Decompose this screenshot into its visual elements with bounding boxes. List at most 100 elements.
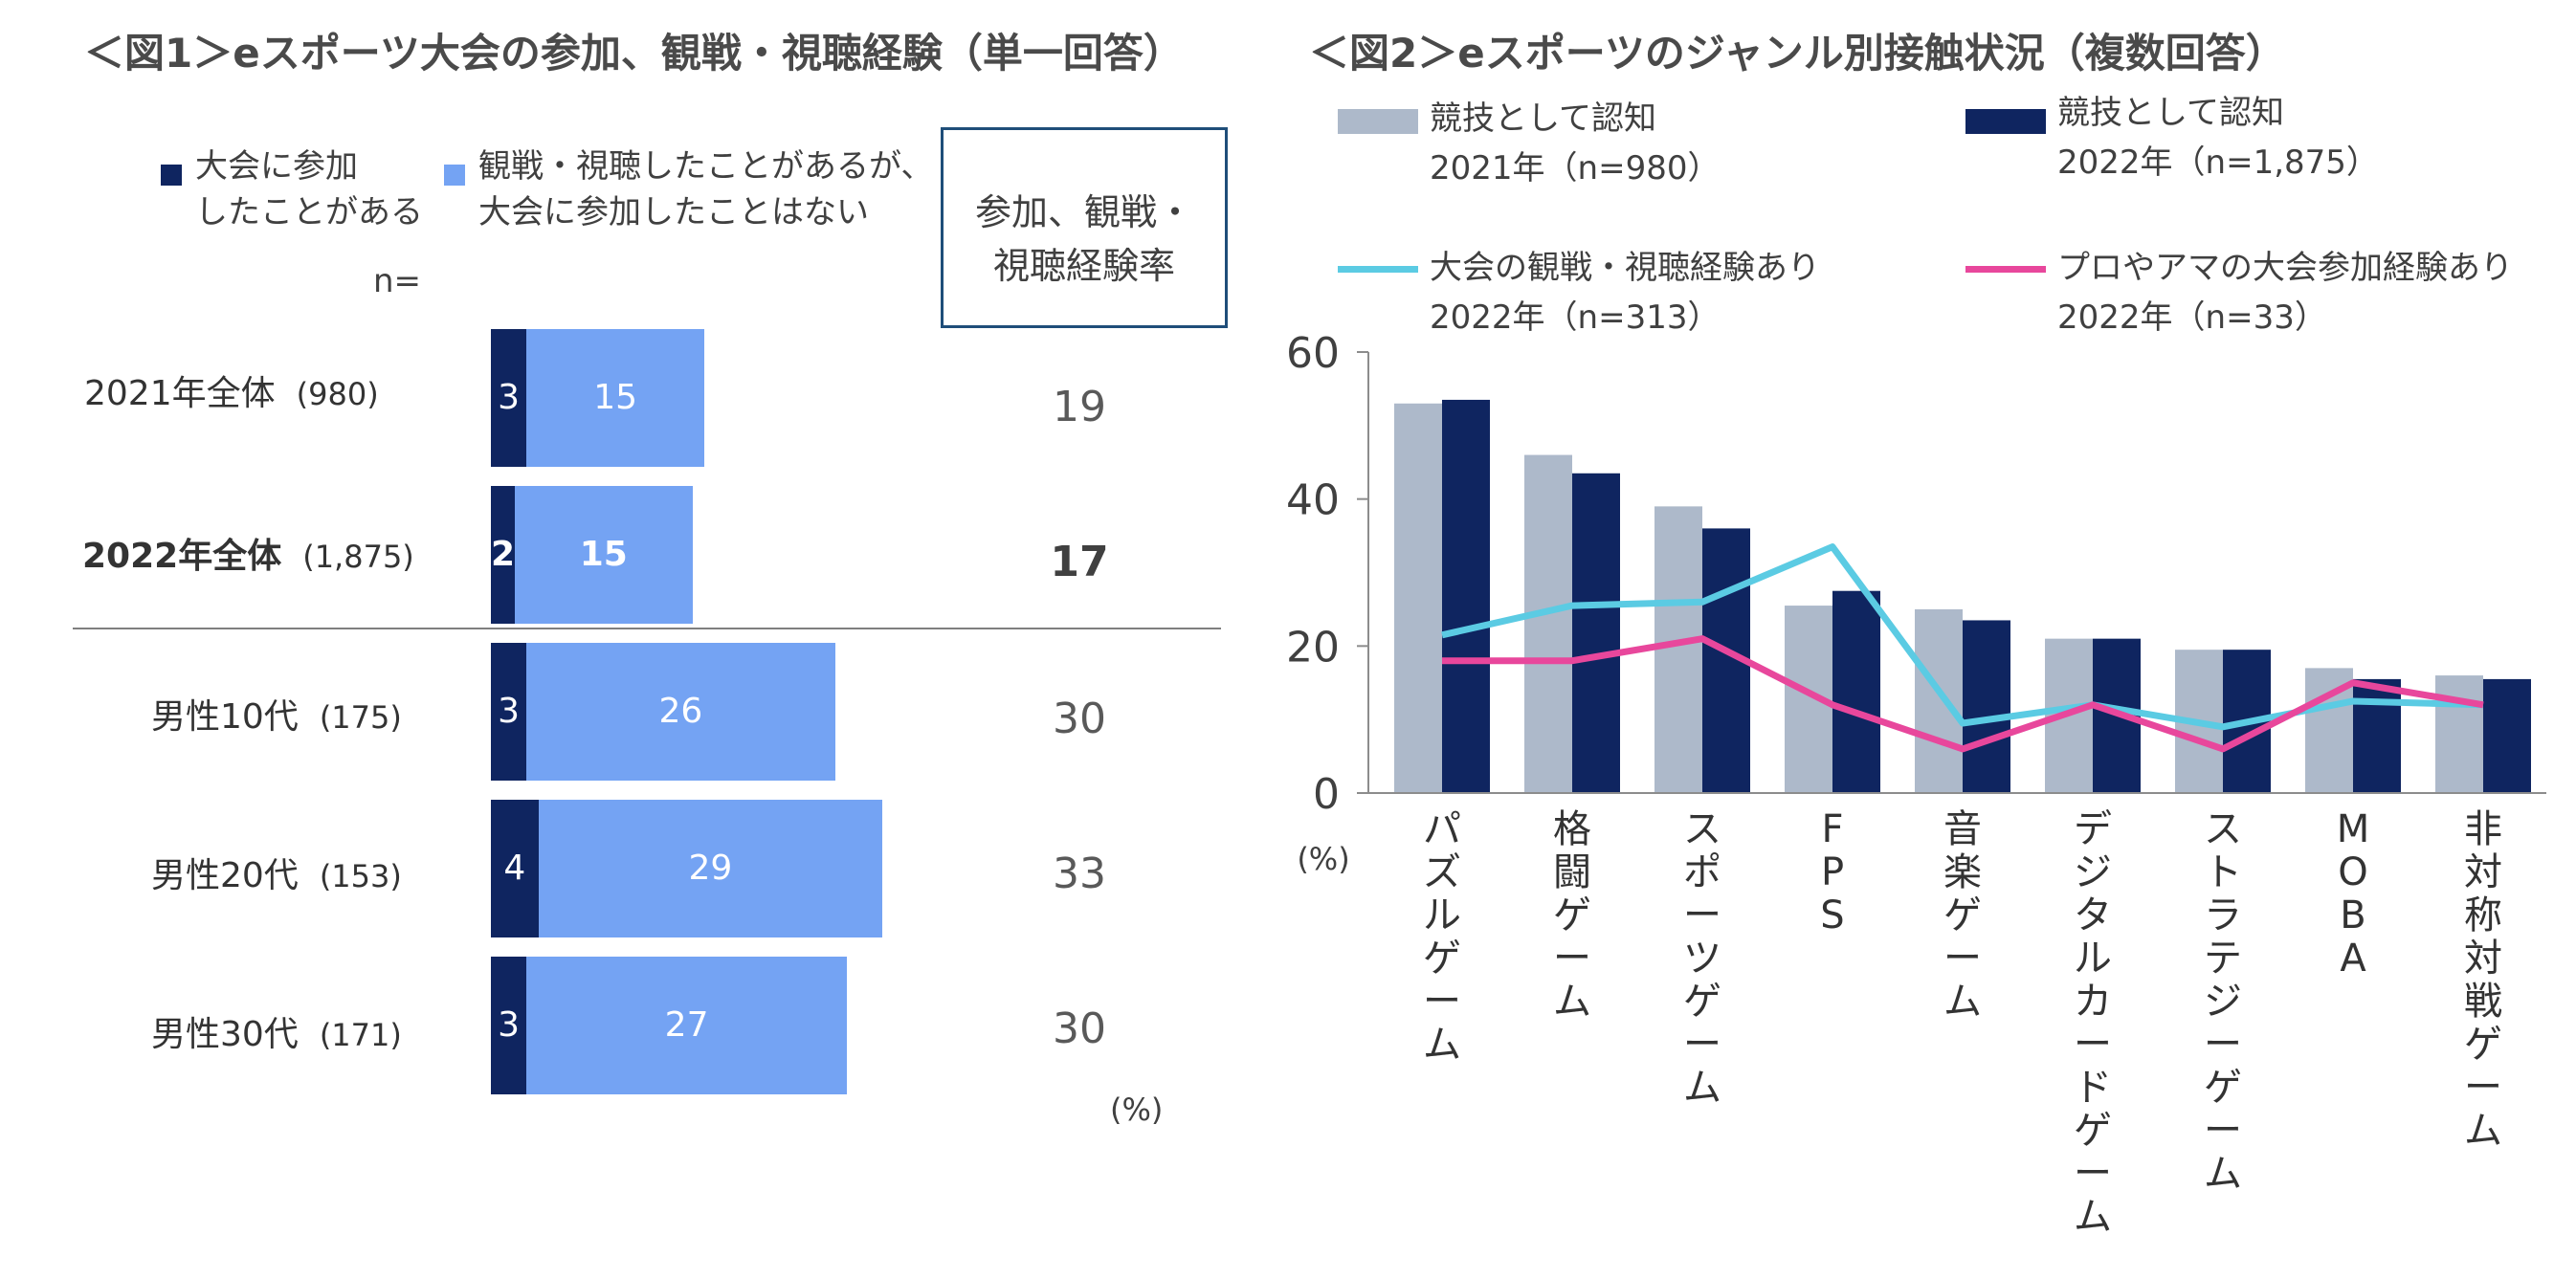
fig2-category-label-char: ラ [2204,893,2242,937]
fig1-title: ＜図1＞eスポーツ大会の参加、観戦・視聴経験（単一回答） [84,30,1184,77]
fig2-category-label-char: ド [2074,1066,2112,1110]
fig2-bar-2021 [1524,454,1572,793]
fig1-bar-watched [526,329,705,467]
fig2-y-tick-label: 60 [1286,329,1340,378]
fig1-rate-value: 30 [1053,695,1106,743]
fig2-category-label-char: 音 [1943,807,1982,851]
fig2-y-tick-label: 20 [1286,623,1340,672]
fig2-y-tick-label: 40 [1286,476,1340,525]
fig2-bar-2022 [1832,590,1880,793]
fig1-bar-participated [491,800,539,937]
fig2-y-tick-label: 0 [1313,770,1340,819]
fig2-category-label-char: ー [1423,980,1461,1024]
fig1-bar-participated [491,486,515,624]
fig2-category-label-char: 称 [2464,893,2502,937]
fig2-category-label-char: ゲ [1683,980,1721,1024]
fig2-category-label-char: ム [1553,980,1591,1024]
fig2-bar-2022 [1572,473,1620,793]
fig1-bar-participated [491,643,527,781]
fig1-row-label: 男性20代 (153) [151,856,402,895]
fig2-bar-2022 [1963,620,2010,793]
fig2-legend-line-participated [1965,266,2046,273]
fig2-legend-swatch-2022 [1965,109,2046,134]
fig1-rate-value: 19 [1053,383,1106,431]
fig1-bar-value-label: 15 [593,378,638,417]
fig1-row-label: 2022年全体 (1,875) [82,537,414,576]
fig2-category-label-char: ー [2204,1023,2242,1067]
fig2-category-label-char: ー [2204,1109,2242,1153]
fig2-category-label-char: ゲ [2464,1023,2502,1067]
fig2-category-label-char: ル [2074,937,2112,981]
fig2-category-label-char: ゲ [1423,937,1461,981]
fig2-category-label-char: ト [2204,850,2242,894]
fig2-legend-line-watched [1338,266,1418,273]
fig2-bar-2021 [1654,506,1702,793]
fig2-category-label-char: M [2337,807,2370,851]
fig1-unit: (%) [1110,1092,1164,1128]
fig1-row-label: 2021年全体 (980) [84,374,379,413]
fig2-category-label-char: ー [2464,1066,2502,1110]
fig2-category-label-char: ム [2204,1152,2242,1196]
fig2-title: ＜図2＞eスポーツのジャンル別接触状況（複数回答） [1309,30,2286,77]
fig1-bar-participated [491,329,527,467]
fig2-legend-swatch-2021 [1338,109,1418,134]
fig2-category-label-char: 闘 [1553,850,1591,894]
fig2-category-label-char: ー [1943,937,1982,981]
fig2-category-label-char: 格 [1553,807,1591,851]
fig2-category-label-char: B [2340,893,2365,937]
fig2-unit-label: (%) [1297,841,1349,877]
fig2-category-label-char: P [1821,850,1844,894]
fig1-bar-watched [526,643,835,781]
fig2-category-label-char: 楽 [1943,850,1982,894]
fig2-bar-2022 [2483,678,2531,793]
fig2-bar-2021 [2435,675,2483,793]
fig2-bar-2022 [1442,399,1490,793]
fig2-legend-label: 2022年（n=313） [1430,298,1721,337]
fig1-rate-value: 30 [1053,1004,1106,1053]
fig2-category-label-char: パ [1423,807,1461,851]
fig2-line-watched [1441,543,2484,731]
fig2-category-label-char: ル [1423,893,1461,937]
fig2-category-label-char: カ [2074,980,2112,1024]
fig1-bar-value-label: 15 [579,535,628,574]
fig2-category-label-char: ー [2074,1152,2112,1196]
fig2-category-label-char: ム [1683,1066,1721,1110]
fig2-legend-label: 大会の観戦・視聴経験あり [1430,249,1820,287]
fig1-bar-watched [538,800,883,937]
fig1-bar-value-label: 3 [498,1005,521,1045]
fig1-legend-label-participated: 大会に参加 したことがある [195,147,423,232]
fig1-bar-participated [491,957,527,1094]
fig2-bar-2022 [2353,678,2401,793]
fig2-legend-label: 競技として認知 [1430,99,1656,138]
fig1-row-label: 男性30代 (171) [151,1015,402,1054]
fig2-legend-item: プロやアマの大会参加経験あり 2022年（n=33） [1965,245,2568,350]
fig2-category-label-char: ゲ [2074,1109,2112,1153]
fig2-category-label-char: ー [1683,1023,1721,1067]
fig1-rate-value: 33 [1053,849,1106,898]
fig1-bar-watched [526,957,847,1094]
fig1-bar-value-label: 3 [498,378,521,417]
fig2-legend-item: 競技として認知 2022年（n=1,875） [1965,94,2559,201]
fig2-category-label-char: ー [2074,1023,2112,1067]
fig2-category-label-char: ス [1683,807,1721,851]
fig2-category-label-char: S [1820,893,1844,937]
fig2-legend-label: 2022年（n=33） [2057,298,2327,337]
fig2-category-label-char: ー [1683,893,1721,937]
fig2-category-label-char: ポ [1683,850,1721,894]
fig1-bar-value-label: 27 [664,1005,709,1045]
fig1-legend-label-watched: 観戦・視聴したことがあるが、 大会に参加したことはない [478,147,934,232]
fig2-bar-2021 [1915,608,1963,793]
fig1-n-label: n= [373,262,422,300]
fig1-bar-value-label: 26 [658,692,703,731]
fig1-bar-value-label: 2 [491,535,516,574]
fig1-rate-value: 17 [1050,538,1109,586]
fig1-bar-watched [514,486,693,624]
fig2-legend-item: 競技として認知 2021年（n=980） [1338,96,1912,201]
fig2-category-label-char: 非 [2464,807,2502,851]
fig2-category-label-char: ム [1423,1023,1461,1067]
fig2-category-label-char: 対 [2464,850,2502,894]
fig2-category-label-char: ー [1553,937,1591,981]
fig2-category-label-char: ジ [2204,980,2242,1024]
fig2-bar-2021 [1394,403,1442,793]
